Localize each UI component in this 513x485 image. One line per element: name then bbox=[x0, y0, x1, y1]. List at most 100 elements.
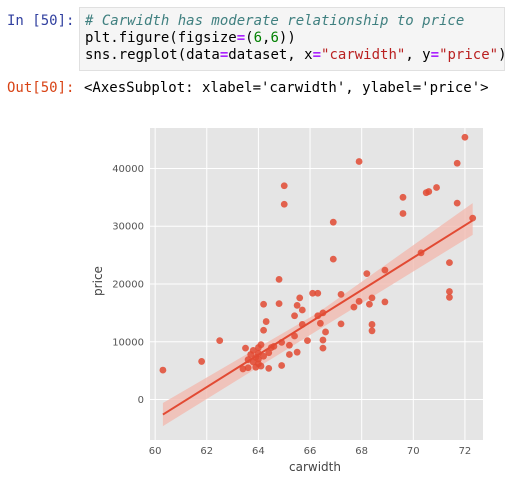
scatter-point bbox=[461, 133, 469, 141]
scatter-point bbox=[446, 293, 453, 301]
scatter-point bbox=[381, 266, 389, 274]
scatter-point bbox=[242, 344, 249, 352]
scatter-point bbox=[257, 362, 265, 370]
scatter-point bbox=[159, 366, 167, 374]
scatter-point bbox=[355, 158, 363, 165]
code-token: , bbox=[262, 30, 271, 46]
regression-line-group bbox=[162, 219, 474, 416]
scatter-point bbox=[278, 362, 286, 369]
scatter-point bbox=[265, 349, 273, 357]
scatter-point bbox=[322, 328, 329, 336]
code-line-figure: plt.figure(figsize=(6,6)) bbox=[85, 30, 296, 46]
y-tick-label: 0 bbox=[138, 395, 144, 406]
code-cell[interactable]: # Carwidth has moderate relationship to … bbox=[79, 7, 507, 71]
code-operator: = bbox=[236, 30, 246, 46]
scatter-point bbox=[257, 341, 265, 349]
code-string: "price" bbox=[439, 47, 499, 63]
scatter-point bbox=[316, 319, 324, 327]
scatter-point bbox=[260, 352, 267, 360]
x-tick-labels: 60 62 64 66 68 70 72 bbox=[149, 446, 472, 457]
code-token: dataset, x bbox=[228, 47, 313, 63]
code-number: 6 bbox=[270, 30, 279, 46]
scatter-point bbox=[446, 259, 453, 267]
x-tick-label: 60 bbox=[149, 446, 162, 457]
scatter-point bbox=[198, 358, 206, 365]
scatter-point bbox=[319, 336, 327, 344]
code-token: )) bbox=[278, 30, 296, 46]
x-tick-label: 68 bbox=[355, 446, 368, 457]
scatter-point bbox=[280, 200, 288, 208]
scatter-point bbox=[260, 300, 267, 308]
scatter-point bbox=[329, 255, 337, 263]
scatter-point bbox=[446, 288, 453, 295]
scatter-point bbox=[293, 348, 301, 356]
regression-line bbox=[162, 219, 474, 416]
code-token: , y bbox=[405, 47, 431, 63]
scatter-point bbox=[469, 214, 477, 222]
scatter-point bbox=[262, 318, 270, 325]
scatter-point bbox=[296, 294, 304, 302]
scatter-point bbox=[381, 298, 389, 306]
x-tick-label: 72 bbox=[459, 446, 472, 457]
scatter-point bbox=[265, 364, 273, 372]
output-prompt: Out[50]: bbox=[7, 80, 75, 96]
scatter-point bbox=[239, 365, 247, 373]
code-token: ) bbox=[498, 47, 507, 63]
scatter-point bbox=[293, 301, 301, 309]
code-token: ( bbox=[245, 30, 254, 46]
scatter-point bbox=[366, 300, 373, 308]
grid-lines bbox=[150, 128, 483, 440]
scatter-point bbox=[368, 321, 376, 328]
code-operator: = bbox=[430, 47, 440, 63]
scatter-point bbox=[216, 337, 224, 345]
scatter-point bbox=[337, 291, 345, 298]
y-tick-label: 10000 bbox=[112, 337, 144, 348]
scatter-point bbox=[260, 326, 267, 334]
scatter-point bbox=[275, 300, 283, 308]
code-comment: # Carwidth has moderate relationship to … bbox=[85, 13, 465, 29]
code-operator: = bbox=[219, 47, 229, 63]
scatter-point bbox=[329, 218, 337, 226]
scatter-point bbox=[433, 184, 440, 191]
code-string: "carwidth" bbox=[321, 47, 406, 63]
x-tick-label: 64 bbox=[252, 446, 265, 457]
x-tick-label: 70 bbox=[407, 446, 420, 457]
scatter-points bbox=[159, 133, 477, 374]
scatter-point bbox=[355, 297, 363, 305]
scatter-point bbox=[425, 188, 433, 195]
scatter-point bbox=[285, 351, 293, 358]
x-tick-label: 66 bbox=[304, 446, 317, 457]
x-axis-label: carwidth bbox=[289, 460, 341, 474]
code-operator: = bbox=[312, 47, 322, 63]
scatter-point bbox=[280, 182, 288, 190]
scatter-point bbox=[399, 193, 407, 201]
scatter-point bbox=[298, 306, 306, 314]
output-text: <AxesSubplot: xlabel='carwidth', ylabel=… bbox=[84, 80, 489, 96]
scatter-point bbox=[363, 270, 371, 277]
y-tick-label: 30000 bbox=[112, 222, 144, 233]
code-line-regplot: sns.regplot(data=dataset, x="carwidth", … bbox=[85, 47, 507, 63]
scatter-point bbox=[453, 199, 461, 207]
scatter-point bbox=[368, 294, 376, 302]
code-number: 6 bbox=[253, 30, 263, 46]
scatter-point bbox=[453, 159, 461, 167]
scatter-point bbox=[249, 347, 257, 354]
y-tick-label: 20000 bbox=[112, 280, 144, 291]
scatter-point bbox=[337, 320, 345, 328]
code-line-comment: # Carwidth has moderate relationship to … bbox=[85, 13, 464, 29]
scatter-point bbox=[304, 337, 311, 345]
scatter-point bbox=[285, 341, 293, 349]
scatter-point bbox=[350, 303, 358, 311]
scatter-point bbox=[291, 312, 298, 320]
scatter-point bbox=[368, 327, 376, 335]
code-token: sns.regplot(data bbox=[85, 47, 220, 63]
scatter-point bbox=[319, 344, 327, 352]
scatter-point bbox=[309, 289, 317, 297]
scatter-point bbox=[314, 289, 322, 297]
scatter-point bbox=[244, 364, 252, 372]
y-tick-labels: 0 10000 20000 30000 40000 bbox=[112, 164, 144, 406]
input-prompt: In [50]: bbox=[7, 13, 75, 29]
scatter-point bbox=[255, 355, 262, 363]
x-tick-label: 62 bbox=[200, 446, 213, 457]
